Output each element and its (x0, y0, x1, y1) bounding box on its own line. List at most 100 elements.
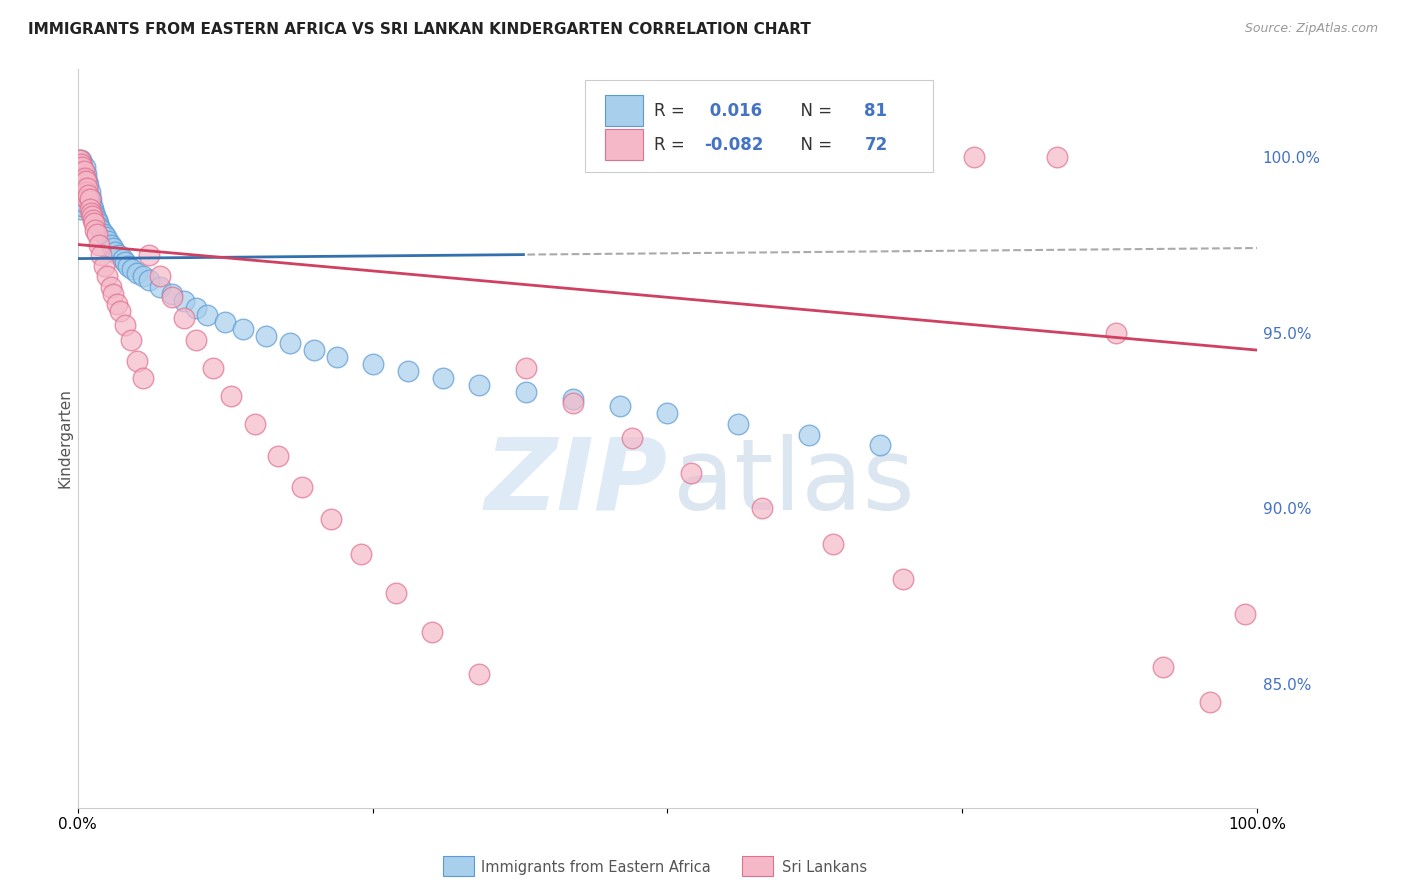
Text: IMMIGRANTS FROM EASTERN AFRICA VS SRI LANKAN KINDERGARTEN CORRELATION CHART: IMMIGRANTS FROM EASTERN AFRICA VS SRI LA… (28, 22, 811, 37)
Point (67, 174, 90, 188)
Point (100, 279, 122, 293)
Point (82, 202, 104, 217)
Point (562, 396, 585, 410)
Point (70, 156, 93, 170)
Point (69, 174, 91, 188)
FancyBboxPatch shape (605, 129, 643, 160)
Point (83, 216, 105, 230)
Point (291, 480, 314, 494)
Point (69, 163, 91, 178)
Point (73, 170, 96, 185)
Point (67, 185, 90, 199)
Point (214, 315, 236, 329)
Point (131, 269, 153, 284)
Point (797, 427, 820, 442)
Text: R =: R = (654, 102, 690, 120)
Point (69, 153, 91, 167)
Point (75, 167, 97, 181)
Point (84, 210, 107, 224)
Point (202, 360, 225, 375)
Point (77, 188, 100, 202)
Point (104, 244, 127, 259)
Point (72, 188, 94, 202)
FancyBboxPatch shape (585, 79, 932, 172)
Point (679, 467, 702, 481)
Point (149, 279, 172, 293)
Point (76, 181, 98, 195)
Point (69, 185, 91, 199)
Point (86, 212, 108, 227)
Point (891, 572, 914, 586)
Point (1104, 326, 1126, 340)
Point (184, 301, 207, 315)
Point (67, 153, 90, 167)
Point (173, 293, 195, 308)
Point (69, 174, 91, 188)
Point (727, 417, 749, 431)
Point (83, 206, 105, 220)
Point (138, 248, 160, 262)
Point (72, 170, 94, 185)
Point (108, 304, 131, 318)
Point (125, 266, 148, 280)
Point (160, 286, 183, 301)
Point (77, 188, 100, 202)
Point (1199, 695, 1222, 709)
Point (72, 167, 94, 181)
Point (149, 269, 172, 284)
Point (86, 227, 108, 241)
Point (70, 181, 93, 195)
Point (72, 156, 94, 170)
Text: 0.016: 0.016 (704, 102, 762, 120)
Text: atlas: atlas (673, 434, 915, 531)
Point (69, 156, 91, 170)
Point (73, 181, 96, 195)
Point (821, 537, 844, 551)
Point (67, 170, 90, 185)
Point (72, 160, 94, 174)
Point (396, 364, 419, 378)
Point (80, 206, 103, 220)
Point (75, 178, 97, 192)
Point (121, 262, 143, 277)
Point (73, 181, 96, 195)
Text: R =: R = (654, 136, 690, 153)
Point (131, 371, 153, 385)
Text: 72: 72 (865, 136, 887, 153)
Point (70, 192, 93, 206)
Point (243, 417, 266, 431)
Text: N =: N = (790, 102, 838, 120)
Point (69, 185, 91, 199)
Point (160, 290, 183, 304)
Point (117, 259, 139, 273)
Point (79, 185, 101, 199)
Point (1234, 607, 1257, 621)
Point (350, 547, 373, 561)
Point (562, 392, 585, 407)
Point (432, 371, 454, 385)
Point (84, 223, 107, 237)
Point (101, 286, 124, 301)
Point (385, 586, 408, 600)
Point (751, 501, 773, 516)
Point (75, 188, 97, 202)
Point (302, 343, 325, 357)
Point (87, 219, 110, 234)
Point (80, 199, 103, 213)
Point (256, 329, 278, 343)
Point (197, 308, 219, 322)
Y-axis label: Kindergarten: Kindergarten (58, 388, 72, 488)
Point (72, 195, 94, 210)
Point (219, 389, 242, 403)
Point (361, 357, 384, 371)
Point (138, 273, 160, 287)
Point (69, 195, 91, 210)
Point (70, 188, 93, 202)
Point (467, 378, 489, 392)
Text: Source: ZipAtlas.com: Source: ZipAtlas.com (1244, 22, 1378, 36)
Text: ZIP: ZIP (485, 434, 668, 531)
Point (79, 202, 101, 217)
Point (100, 237, 122, 252)
Text: Immigrants from Eastern Africa: Immigrants from Eastern Africa (481, 860, 710, 874)
Point (111, 252, 134, 266)
